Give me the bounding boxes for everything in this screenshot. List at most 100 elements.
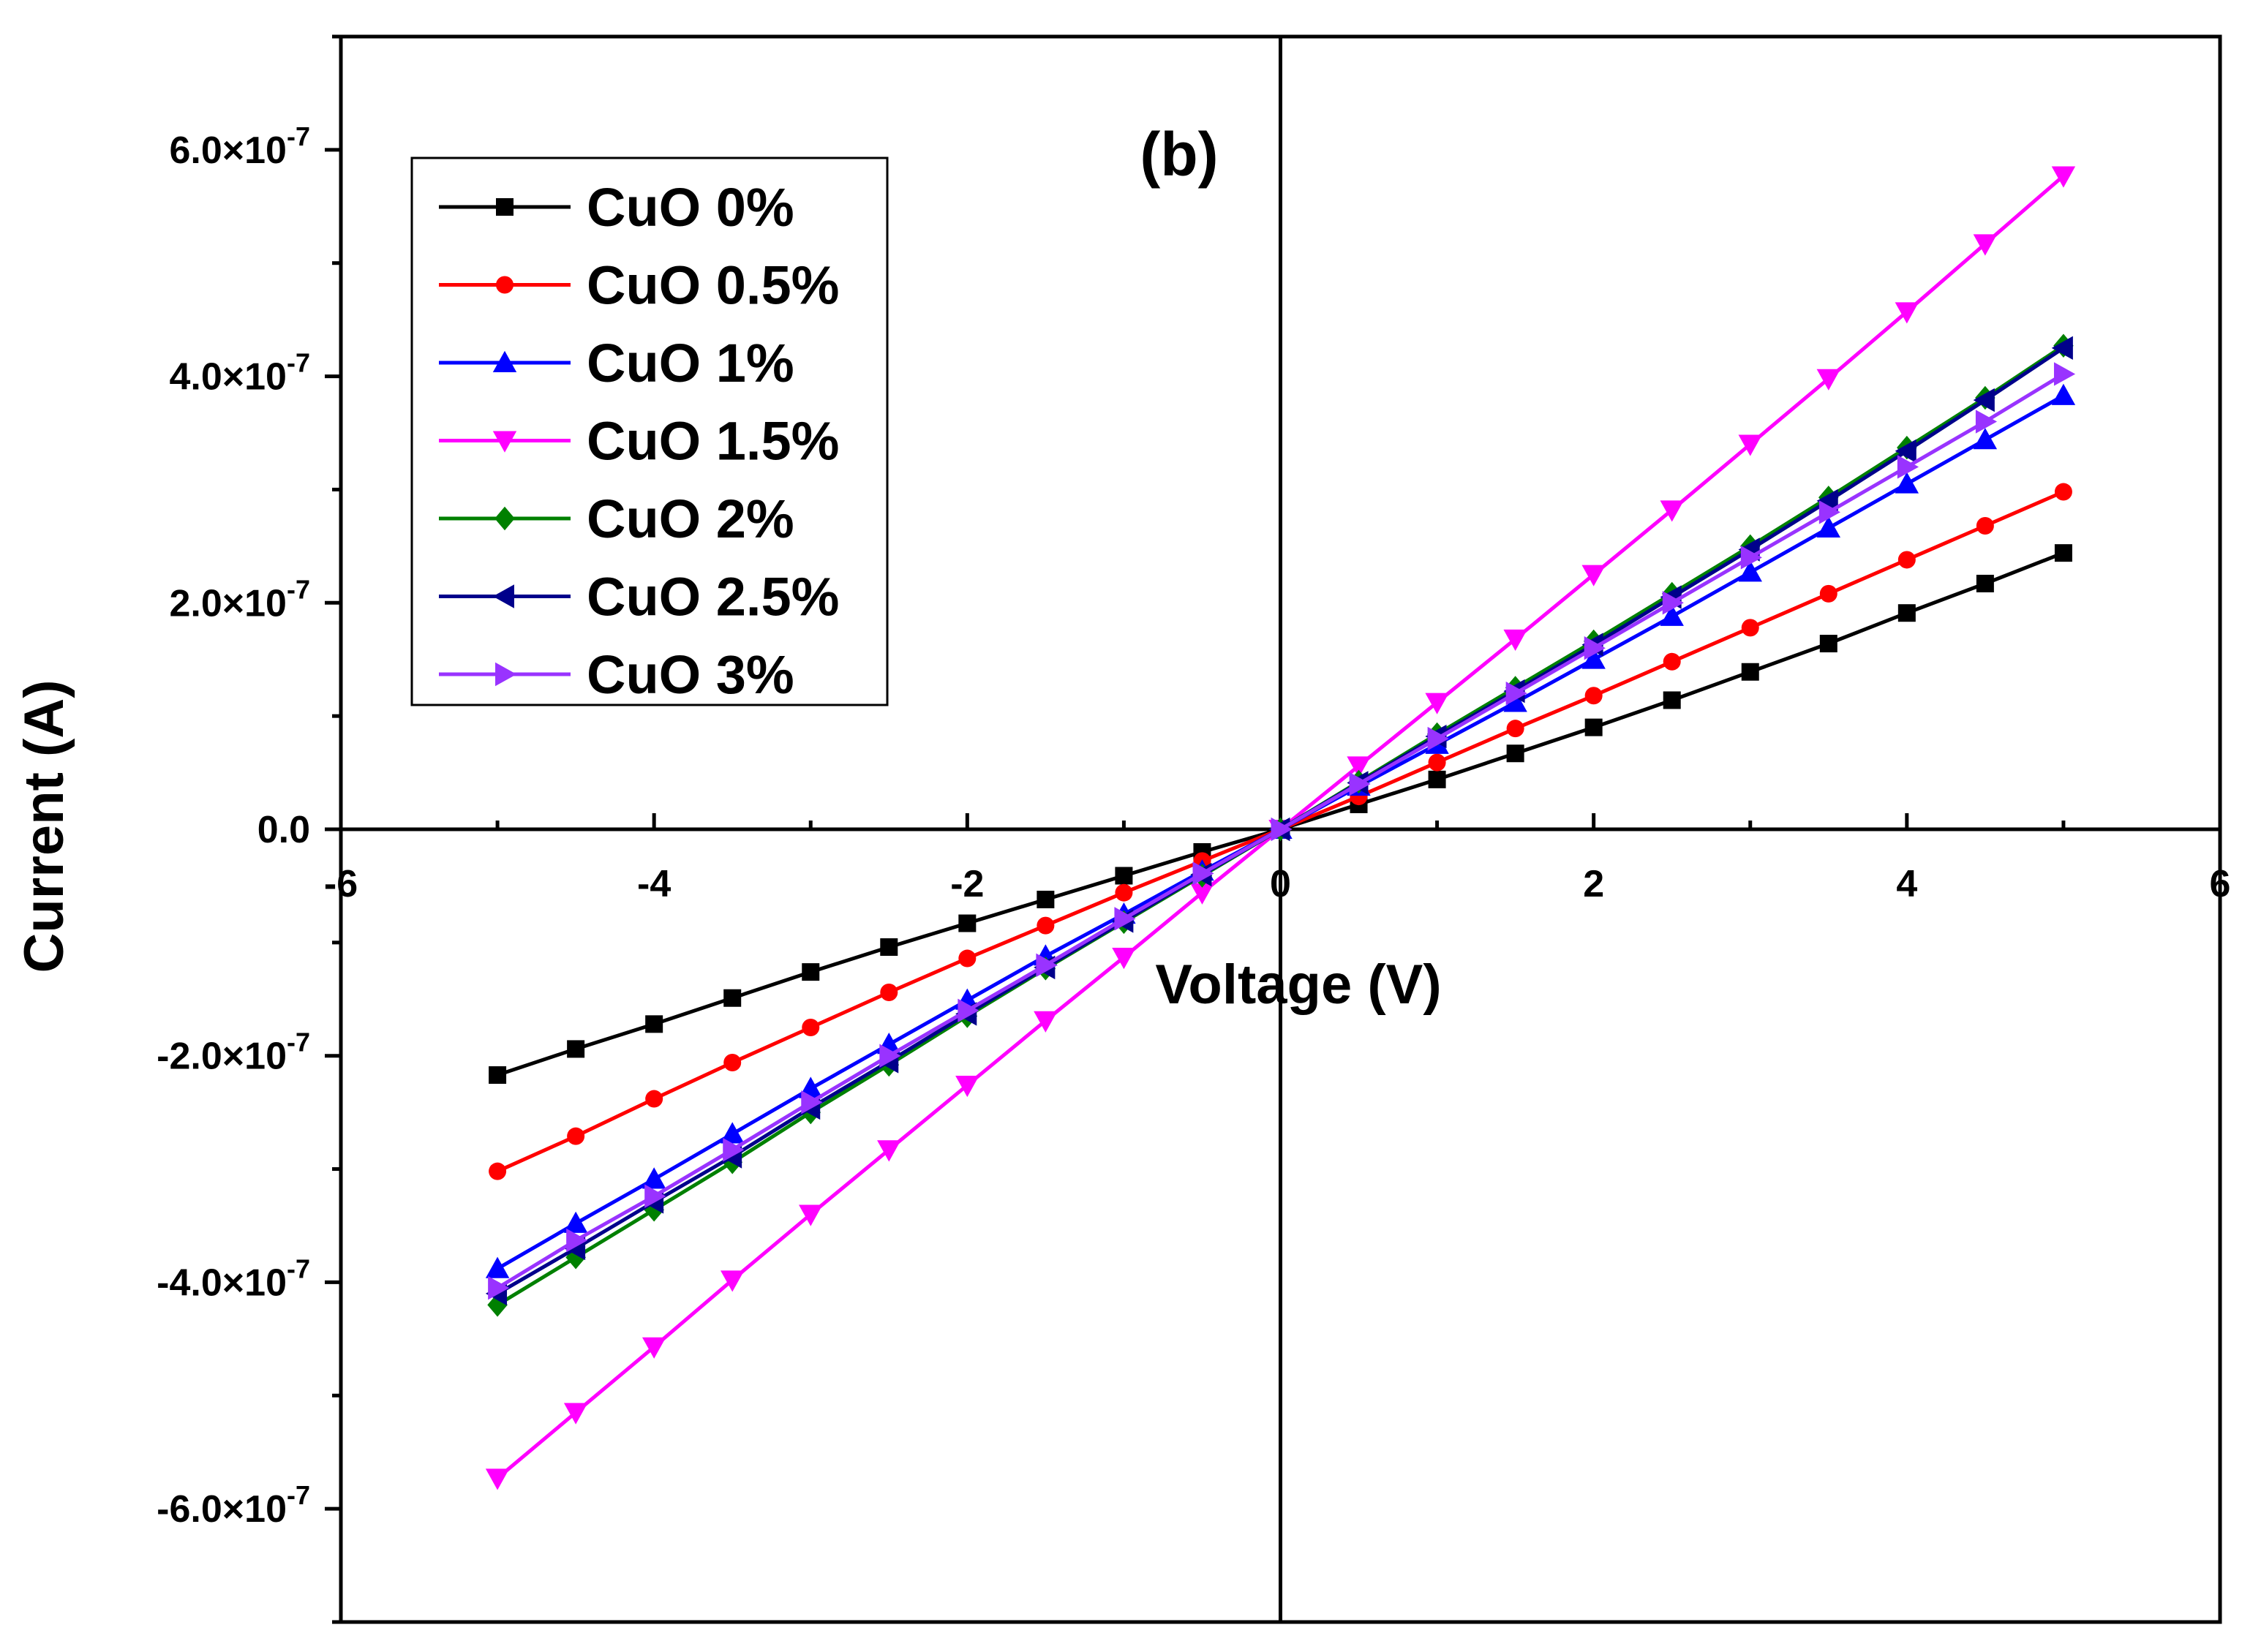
- data-point: [494, 506, 515, 531]
- data-point: [1819, 584, 1837, 603]
- data-point: [1738, 434, 1762, 456]
- data-point: [642, 1337, 666, 1359]
- data-point: [2051, 336, 2073, 361]
- data-point: [1506, 744, 1524, 763]
- data-point: [2054, 483, 2072, 501]
- x-tick-label: 2: [1583, 863, 1604, 905]
- data-point: [1818, 500, 1840, 524]
- data-point: [880, 938, 898, 957]
- legend-item: CuO 3%: [439, 644, 794, 705]
- data-point: [1505, 681, 1527, 706]
- data-point: [1740, 546, 1762, 570]
- data-point: [1741, 619, 1759, 637]
- data-point: [1895, 472, 1919, 494]
- data-point: [489, 1162, 507, 1180]
- data-point: [958, 914, 977, 932]
- data-point: [1503, 629, 1527, 652]
- data-point: [492, 350, 517, 372]
- series-layer: [485, 166, 2076, 1490]
- x-axis-title: Voltage (V): [1155, 954, 1441, 1016]
- data-point: [563, 1211, 588, 1233]
- legend-item: CuO 1%: [439, 333, 794, 393]
- legend-box: [410, 156, 889, 706]
- legend: CuO 0% CuO 0.5% CuO 1% CuO 1.5% CuO 2% CuO 2.…: [410, 156, 889, 706]
- data-point: [1584, 718, 1603, 736]
- data-point: [802, 963, 820, 981]
- data-point: [1584, 636, 1606, 660]
- x-tick-label: 6: [2210, 863, 2231, 905]
- data-point: [1816, 516, 1840, 538]
- y-tick-label: 2.0×10-7: [169, 574, 310, 625]
- data-point: [1895, 302, 1919, 324]
- data-point: [1660, 500, 1684, 522]
- data-point: [721, 1270, 745, 1292]
- data-point: [1975, 410, 1998, 434]
- data-point: [1036, 953, 1058, 978]
- axis-ticks: [325, 34, 2222, 1624]
- data-point: [1428, 770, 1446, 788]
- data-point: [1897, 551, 1916, 569]
- series-cuo-3-: [488, 362, 2076, 1300]
- data-point: [1897, 455, 1919, 479]
- legend-item: CuO 2.5%: [439, 567, 839, 627]
- legend-item: CuO 1.5%: [439, 411, 839, 472]
- data-point: [1660, 604, 1684, 626]
- data-point: [801, 1090, 823, 1114]
- data-point: [1506, 720, 1524, 738]
- legend-item: CuO 0.5%: [439, 255, 839, 316]
- x-tick-label: -2: [950, 863, 984, 905]
- legend-label: CuO 1%: [587, 333, 794, 393]
- data-point: [723, 1138, 745, 1162]
- x-tick-label: -4: [637, 863, 671, 905]
- x-tick-label: -6: [324, 863, 358, 905]
- data-point: [485, 1468, 510, 1490]
- data-point: [1115, 883, 1133, 902]
- data-point: [1114, 907, 1136, 931]
- data-point: [1037, 891, 1055, 909]
- data-point: [2053, 362, 2076, 386]
- data-point: [485, 1256, 510, 1278]
- data-point: [877, 1140, 901, 1162]
- data-point: [1973, 234, 1998, 256]
- data-point: [644, 1184, 666, 1208]
- data-point: [880, 983, 898, 1001]
- data-point: [1897, 604, 1916, 622]
- data-point: [721, 1122, 745, 1144]
- data-point: [1427, 726, 1449, 751]
- x-tick-labels: -6 -4 -2 0 2 4 6: [324, 863, 2231, 905]
- panel-label: (b): [1140, 120, 1218, 189]
- data-point: [723, 989, 742, 1007]
- data-point: [1973, 388, 1995, 412]
- y-tick-label: -4.0×10-7: [157, 1253, 310, 1304]
- data-point: [1816, 489, 1838, 513]
- data-point: [1347, 756, 1371, 778]
- data-point: [645, 1090, 663, 1108]
- data-point: [958, 998, 979, 1022]
- data-point: [2051, 383, 2076, 405]
- data-point: [1976, 516, 1994, 535]
- legend-label: CuO 2%: [587, 489, 794, 549]
- data-point: [1584, 687, 1603, 705]
- data-point: [1503, 690, 1527, 712]
- data-point: [1895, 439, 1916, 463]
- y-tick-labels: -6.0×10-7 -4.0×10-7 -2.0×10-7 0.0 2.0×10-7 4.…: [157, 121, 310, 1531]
- data-point: [1349, 772, 1371, 796]
- y-tick-label: 4.0×10-7: [169, 348, 310, 399]
- data-point: [1741, 663, 1759, 681]
- y-tick-label: -6.0×10-7: [157, 1480, 310, 1531]
- data-point: [1738, 560, 1762, 582]
- data-point: [1428, 753, 1446, 772]
- data-point: [1581, 565, 1606, 587]
- legend-label: CuO 2.5%: [587, 567, 839, 627]
- y-tick-label: -2.0×10-7: [157, 1027, 310, 1078]
- data-point: [566, 1228, 588, 1253]
- data-point: [1581, 647, 1606, 669]
- data-point: [645, 1015, 663, 1033]
- data-point: [496, 198, 514, 216]
- data-point: [1037, 916, 1055, 935]
- x-tick-label: 4: [1896, 863, 1917, 905]
- data-point: [958, 949, 977, 968]
- data-point: [1190, 883, 1214, 905]
- data-point: [1973, 428, 1998, 450]
- data-point: [1976, 574, 1994, 592]
